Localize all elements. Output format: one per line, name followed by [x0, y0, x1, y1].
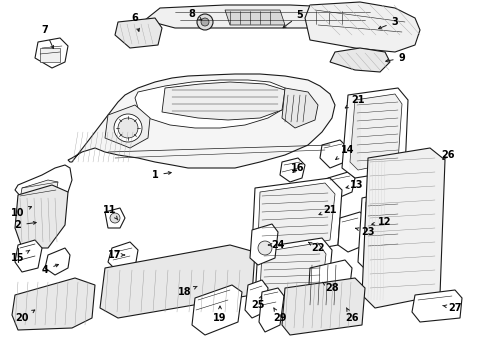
Text: 16: 16 — [291, 163, 305, 173]
Text: 11: 11 — [103, 205, 118, 220]
Polygon shape — [364, 195, 404, 266]
Polygon shape — [362, 148, 445, 308]
Polygon shape — [250, 224, 278, 265]
Text: 23: 23 — [356, 227, 375, 237]
Polygon shape — [192, 285, 242, 335]
Text: 7: 7 — [42, 25, 53, 49]
Text: 15: 15 — [11, 250, 30, 263]
Text: 26: 26 — [345, 308, 359, 323]
Text: 25: 25 — [251, 296, 265, 310]
Circle shape — [201, 18, 209, 26]
Text: 13: 13 — [346, 180, 364, 190]
Polygon shape — [325, 172, 355, 198]
Polygon shape — [245, 280, 268, 318]
Text: 3: 3 — [379, 17, 398, 29]
Text: 19: 19 — [213, 306, 227, 323]
Polygon shape — [135, 80, 290, 128]
Text: 18: 18 — [178, 286, 197, 297]
Polygon shape — [15, 165, 72, 205]
Text: 12: 12 — [372, 217, 392, 227]
Polygon shape — [330, 48, 390, 72]
Polygon shape — [259, 288, 284, 332]
Polygon shape — [100, 245, 255, 318]
Polygon shape — [412, 290, 462, 322]
Text: 10: 10 — [11, 207, 31, 218]
Text: 21: 21 — [345, 95, 365, 108]
Polygon shape — [145, 5, 390, 28]
Polygon shape — [308, 260, 352, 312]
Polygon shape — [105, 208, 125, 228]
Polygon shape — [15, 240, 42, 272]
Text: 22: 22 — [308, 242, 325, 253]
Polygon shape — [255, 238, 332, 308]
Bar — [40, 48, 60, 62]
Polygon shape — [358, 190, 410, 272]
Polygon shape — [115, 18, 162, 48]
Text: 14: 14 — [336, 145, 355, 159]
Text: 1: 1 — [151, 170, 171, 180]
Polygon shape — [342, 88, 408, 178]
Text: 8: 8 — [189, 9, 202, 20]
Text: 2: 2 — [15, 220, 36, 230]
Polygon shape — [282, 278, 365, 335]
Polygon shape — [282, 88, 318, 128]
Polygon shape — [305, 2, 420, 52]
Polygon shape — [338, 212, 368, 252]
Polygon shape — [105, 105, 150, 148]
Text: 9: 9 — [386, 53, 405, 63]
Polygon shape — [68, 74, 335, 168]
Circle shape — [110, 213, 120, 223]
Polygon shape — [20, 180, 58, 205]
Polygon shape — [12, 278, 95, 330]
Polygon shape — [280, 158, 305, 182]
Text: 24: 24 — [269, 240, 285, 250]
Circle shape — [114, 114, 142, 142]
Polygon shape — [350, 94, 402, 170]
Polygon shape — [258, 183, 335, 252]
Text: 21: 21 — [319, 205, 337, 215]
Polygon shape — [310, 10, 360, 26]
Circle shape — [118, 118, 138, 138]
Text: 27: 27 — [443, 303, 462, 313]
Text: 28: 28 — [322, 282, 339, 293]
Polygon shape — [320, 140, 348, 168]
Text: 29: 29 — [273, 308, 287, 323]
Polygon shape — [252, 178, 342, 258]
Polygon shape — [45, 248, 70, 275]
Text: 4: 4 — [42, 264, 58, 275]
Text: 6: 6 — [132, 13, 140, 31]
Text: 5: 5 — [283, 10, 303, 28]
Circle shape — [197, 14, 213, 30]
Text: 17: 17 — [108, 250, 124, 260]
Polygon shape — [225, 10, 285, 25]
Text: 20: 20 — [15, 310, 35, 323]
Polygon shape — [162, 82, 285, 120]
Circle shape — [258, 241, 272, 255]
Polygon shape — [260, 243, 326, 302]
Polygon shape — [35, 38, 68, 68]
Text: 26: 26 — [441, 150, 455, 160]
Polygon shape — [108, 242, 138, 272]
Polygon shape — [15, 185, 68, 248]
